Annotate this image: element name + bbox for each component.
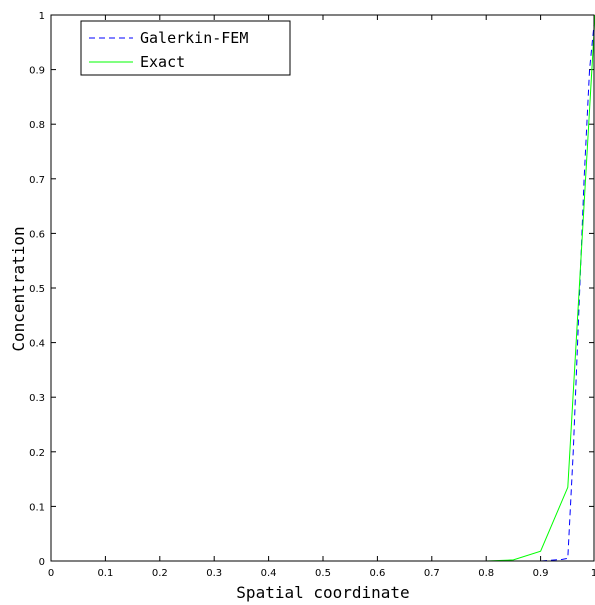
x-tick-label: 0 xyxy=(48,568,54,579)
x-tick-label: 0.6 xyxy=(369,568,385,579)
series-line-exact xyxy=(51,14,595,562)
x-tick-label: 0.5 xyxy=(315,568,331,579)
y-tick-label: 1 xyxy=(39,11,45,22)
x-tick-label: 0.9 xyxy=(533,568,549,579)
y-tick-label: 0.2 xyxy=(29,448,45,459)
series-group xyxy=(51,14,595,562)
x-tick-label: 1 xyxy=(591,568,595,579)
legend-label-galerkin-fem: Galerkin-FEM xyxy=(140,29,248,47)
x-tick-label: 0.2 xyxy=(152,568,168,579)
x-tick-label: 0.8 xyxy=(478,568,494,579)
plot-frame xyxy=(50,14,595,562)
x-axis-title: Spatial coordinate xyxy=(236,583,409,602)
y-axis-title: Concentration xyxy=(9,226,28,351)
y-tick-label: 0.4 xyxy=(29,339,45,350)
y-tick-label: 0.1 xyxy=(29,502,45,513)
y-tick-label: 0.3 xyxy=(29,393,45,404)
x-tick-label: 0.3 xyxy=(206,568,222,579)
legend: Galerkin-FEM Exact xyxy=(80,20,291,76)
y-axis-ticks: 0 0.1 0.2 0.3 0.4 0.5 0.6 0.7 0.8 0.9 1 xyxy=(29,11,594,568)
x-tick-label: 0.7 xyxy=(424,568,440,579)
legend-box xyxy=(80,20,291,76)
x-tick-label: 0.4 xyxy=(261,568,277,579)
x-axis-ticks: 0 0.1 0.2 0.3 0.4 0.5 0.6 0.7 0.8 0.9 1 xyxy=(48,15,595,579)
legend-label-exact: Exact xyxy=(140,53,185,71)
y-tick-label: 0.9 xyxy=(29,66,45,77)
y-tick-label: 0.8 xyxy=(29,120,45,131)
x-tick-label: 0.1 xyxy=(97,568,113,579)
y-tick-label: 0.5 xyxy=(29,284,45,295)
y-tick-label: 0 xyxy=(39,557,45,568)
y-tick-label: 0.6 xyxy=(29,229,45,240)
series-line-galerkin-fem xyxy=(51,14,595,562)
y-tick-label: 0.7 xyxy=(29,175,45,186)
